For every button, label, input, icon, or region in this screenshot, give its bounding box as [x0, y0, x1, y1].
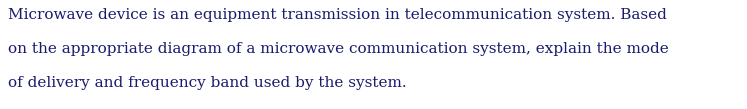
Text: Microwave device is an equipment transmission in telecommunication system. Based: Microwave device is an equipment transmi… — [8, 8, 667, 22]
Text: of delivery and frequency band used by the system.: of delivery and frequency band used by t… — [8, 76, 406, 90]
Text: on the appropriate diagram of a microwave communication system, explain the mode: on the appropriate diagram of a microwav… — [8, 42, 669, 56]
